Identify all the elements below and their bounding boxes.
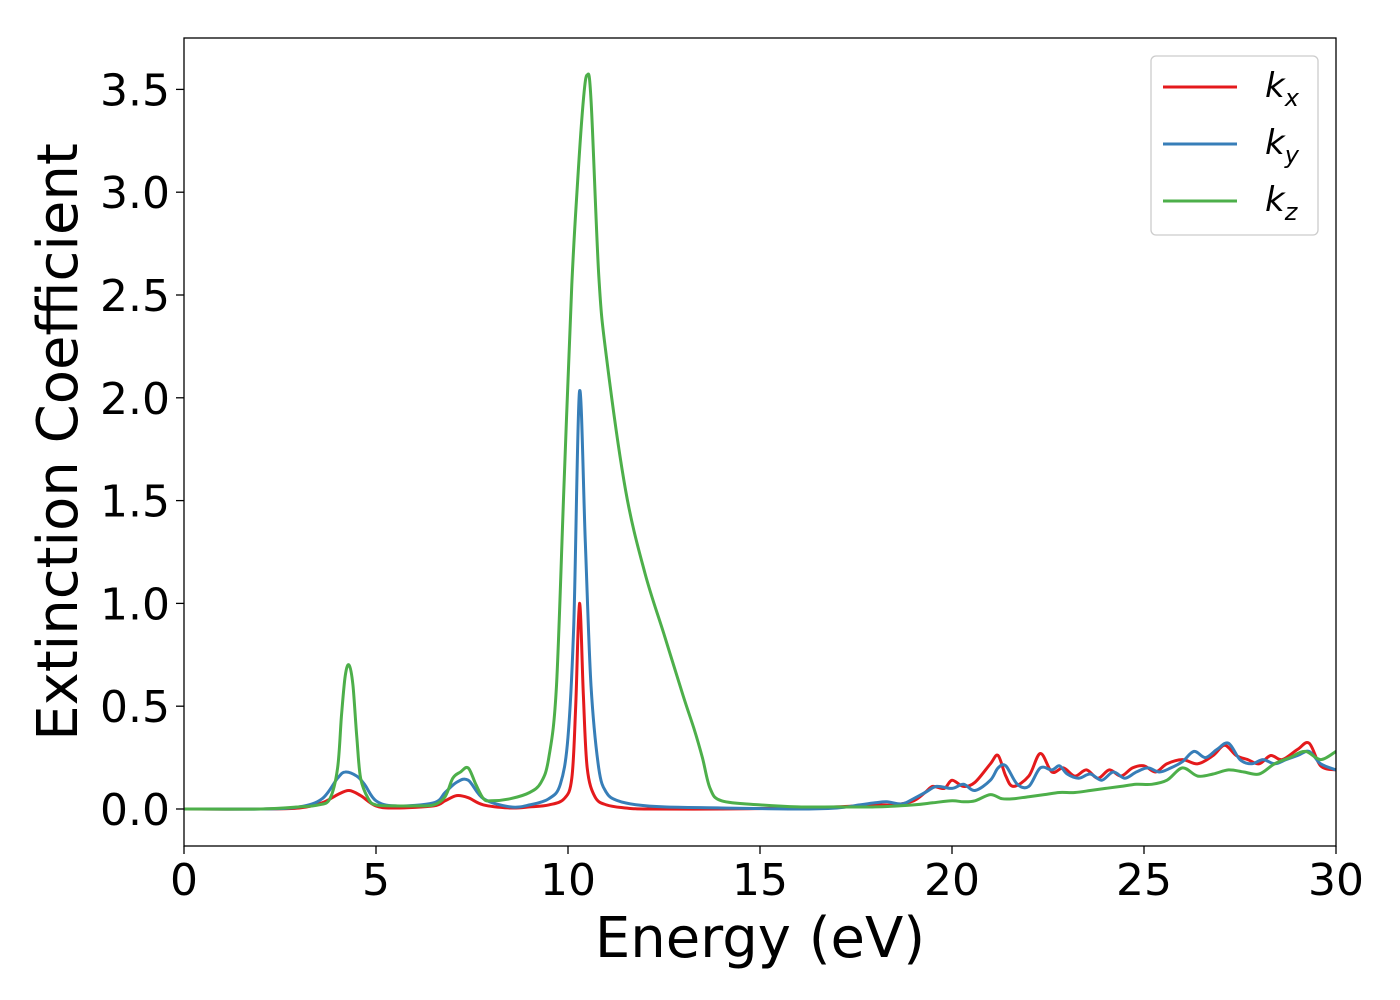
x-tick-label: 10: [540, 855, 596, 906]
y-tick-label: 0.0: [100, 785, 170, 836]
y-axis-ticks: 0.0 0.5 1.0 1.5 2.0 2.5 3.0 3.5: [100, 65, 184, 836]
legend-label-y: ky: [1265, 123, 1300, 169]
legend-label-z: kz: [1265, 180, 1299, 226]
y-tick-label: 3.5: [100, 65, 170, 116]
series-line-z: [184, 72, 1336, 811]
y-axis-label: Extinction Coefficient: [26, 143, 91, 741]
legend-label-x: kx: [1265, 66, 1300, 112]
x-tick-label: 0: [170, 855, 198, 906]
legend: kx ky kz: [1150, 55, 1319, 236]
y-tick-label: 3.0: [100, 168, 170, 219]
series-layer: [184, 72, 1336, 811]
y-tick-label: 1.5: [100, 477, 170, 528]
x-tick-label: 20: [924, 855, 980, 906]
y-tick-label: 0.5: [100, 682, 170, 733]
x-axis-ticks: 0 5 10 15 20 25 30: [170, 846, 1364, 906]
x-tick-label: 30: [1308, 855, 1364, 906]
x-tick-label: 15: [732, 855, 788, 906]
x-tick-label: 5: [362, 855, 390, 906]
y-tick-label: 2.0: [100, 374, 170, 425]
y-tick-label: 2.5: [100, 271, 170, 322]
series-line-y: [184, 389, 1336, 811]
x-axis-label: Energy (eV): [595, 906, 925, 971]
x-tick-label: 25: [1116, 855, 1172, 906]
y-tick-label: 1.0: [100, 579, 170, 630]
